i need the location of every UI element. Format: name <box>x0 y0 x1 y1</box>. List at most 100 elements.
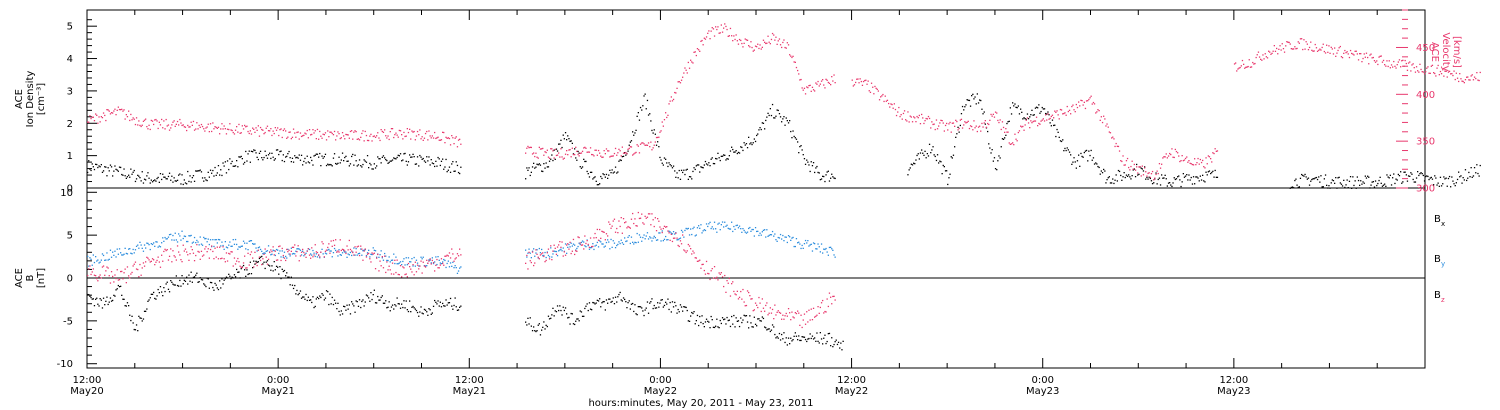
density-series-point <box>696 164 699 166</box>
bz-series-point <box>183 250 185 252</box>
velocity-series-point <box>957 129 959 131</box>
density-series-point <box>413 156 415 158</box>
density-series-point <box>655 144 658 146</box>
bz-series-point <box>110 271 113 273</box>
bz-series-point <box>622 218 625 220</box>
velocity-series-point <box>147 128 149 130</box>
density-series-point <box>1068 151 1071 153</box>
density-series-point <box>370 164 372 166</box>
bx-series-point <box>108 301 110 303</box>
bz-series-point <box>691 253 693 255</box>
density-series-point <box>834 177 836 180</box>
density-series-point <box>1207 171 1209 173</box>
velocity-series-point <box>921 113 923 116</box>
bz-series-point <box>628 226 630 228</box>
bz-series-point <box>223 258 225 260</box>
density-series-point <box>380 162 382 164</box>
velocity-series-point <box>292 128 295 130</box>
velocity-series-point <box>341 132 344 134</box>
velocity-series-point <box>1151 170 1154 173</box>
velocity-series-point <box>1186 156 1188 158</box>
density-series-point <box>617 171 619 173</box>
velocity-series-point <box>684 67 686 69</box>
bx-series-point <box>335 302 337 304</box>
bz-series-point <box>410 268 412 270</box>
by-series-point <box>745 232 748 234</box>
density-series-point <box>1356 176 1358 178</box>
velocity-series-point <box>323 134 325 136</box>
bz-series-point <box>348 239 350 242</box>
bz-series-point <box>613 218 616 220</box>
velocity-series-point <box>1394 65 1396 67</box>
density-series-point <box>1090 149 1092 152</box>
density-series-point <box>216 172 218 174</box>
density-series-point <box>204 177 206 179</box>
velocity-series-point <box>1307 49 1310 51</box>
bz-series-point <box>259 259 262 262</box>
density-series-point <box>107 167 109 169</box>
bz-series-point <box>226 260 229 262</box>
by-series-point <box>241 245 243 247</box>
velocity-series-point <box>253 128 255 130</box>
bx-series-point <box>308 299 311 301</box>
bz-series-point <box>647 213 650 215</box>
density-series-point <box>1130 178 1132 180</box>
density-series-point <box>1184 175 1187 177</box>
velocity-series-point <box>790 55 792 57</box>
by-series-point <box>399 261 402 263</box>
density-series-point <box>597 184 600 186</box>
velocity-series-point <box>774 39 776 41</box>
density-series-point <box>1363 182 1365 184</box>
velocity-series-point <box>1347 53 1349 55</box>
bx-series-point <box>222 283 224 285</box>
by-series-point <box>373 249 375 251</box>
bx-series-point <box>191 281 193 283</box>
velocity-series-point <box>1189 162 1191 164</box>
velocity-series-point <box>1387 65 1389 68</box>
bz-series-point <box>190 246 192 248</box>
velocity-series-point <box>199 126 201 128</box>
velocity-series-point <box>183 126 185 128</box>
by-series-point <box>354 254 356 256</box>
by-series-point <box>100 259 102 261</box>
velocity-series-point <box>430 137 432 139</box>
density-series-point <box>765 119 767 122</box>
bz-series-point <box>252 257 254 259</box>
bx-series-point <box>676 312 678 314</box>
velocity-series-point <box>792 55 794 57</box>
bx-series-point <box>801 336 803 338</box>
density-series-point <box>170 179 172 181</box>
density-series-point <box>1202 174 1204 176</box>
by-series-point <box>416 262 419 264</box>
density-series-point <box>1344 186 1346 189</box>
bz-series-point <box>261 263 263 266</box>
velocity-series-point <box>977 126 980 128</box>
bz-series-point <box>230 251 232 253</box>
density-series-point <box>779 116 782 118</box>
bx-series-point <box>307 296 309 298</box>
velocity-series-point <box>224 128 226 130</box>
bx-series-point <box>427 314 429 316</box>
density-series-point <box>1422 174 1424 177</box>
density-series-point <box>624 152 626 154</box>
by-series-point <box>388 256 390 258</box>
density-series-point <box>1002 138 1005 140</box>
density-series-point <box>1326 184 1328 186</box>
by-series-point <box>627 236 629 238</box>
by-series-point <box>150 243 152 245</box>
velocity-series-point <box>299 132 302 134</box>
velocity-series-point <box>1348 56 1351 59</box>
bz-series-point <box>181 261 183 263</box>
bz-series-point <box>242 262 245 264</box>
by-series-point <box>560 248 562 250</box>
velocity-series-point <box>137 124 139 126</box>
density-series-point <box>281 159 283 162</box>
density-series-point <box>1054 124 1056 126</box>
velocity-series-point <box>1378 56 1380 58</box>
bx-series-point <box>701 315 703 317</box>
bx-series-point <box>421 312 423 314</box>
velocity-series-point <box>432 137 435 139</box>
by-series-point <box>768 234 770 237</box>
bz-series-point <box>655 230 658 232</box>
bx-series-point <box>778 332 781 335</box>
